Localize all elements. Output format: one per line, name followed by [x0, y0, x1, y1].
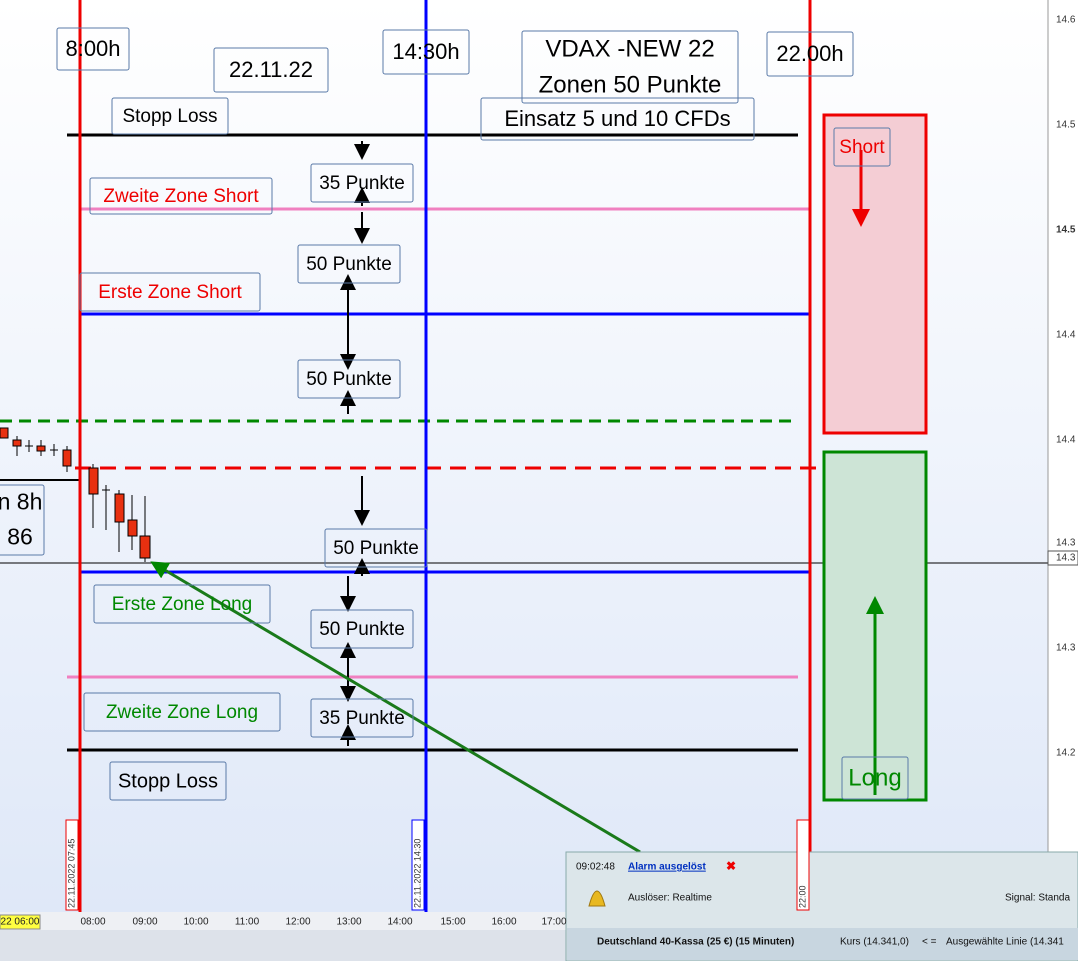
note-box	[79, 272, 261, 312]
note-text: VDAX -NEW 22	[545, 35, 714, 62]
note-text: Zweite Zone Long	[106, 702, 258, 723]
price-label: 14.2	[1056, 748, 1076, 759]
note-box	[310, 698, 414, 738]
note-box	[324, 528, 428, 568]
note-box	[310, 163, 414, 203]
note-box	[297, 359, 401, 399]
popup-footer	[567, 928, 1078, 960]
alarm-arrow	[150, 561, 641, 854]
time-label: 08:00	[80, 917, 105, 928]
popup-instrument: Deutschland 40-Kassa (25 €) (15 Minuten)	[597, 937, 794, 948]
price-axis	[1048, 0, 1078, 961]
note-box	[310, 609, 414, 649]
note-text: 22.00h	[776, 41, 843, 66]
line-label: 22.11.2022 14:30	[412, 839, 422, 908]
price-label: 14.5	[1056, 225, 1076, 236]
note-box	[213, 47, 329, 93]
time-label: 10:00	[183, 917, 208, 928]
time-label: 17:00	[541, 917, 566, 928]
note-text: 86	[7, 524, 33, 550]
note-box	[93, 584, 271, 624]
note-text: 22.11.22	[229, 57, 313, 82]
line-label-box	[65, 819, 79, 911]
note-text: Long	[848, 764, 901, 791]
price-label: 14.5	[1056, 120, 1076, 131]
note-box	[833, 127, 891, 167]
note-text: n 8h	[0, 489, 42, 515]
price-label: 14.4	[1056, 330, 1076, 341]
price-marker	[1047, 550, 1078, 566]
note-text: 50 Punkte	[333, 538, 419, 559]
time-label: 22 06:00	[1, 917, 40, 928]
note-box	[382, 29, 470, 75]
note-text: Zonen 50 Punkte	[539, 71, 722, 98]
note-box	[56, 27, 130, 71]
note-box	[766, 31, 854, 77]
line-label: 22.11.2022 07:45	[66, 839, 76, 908]
note-text: 35 Punkte	[319, 708, 405, 729]
popup-time: 09:02:48	[576, 862, 615, 873]
time-label: 09:00	[132, 917, 157, 928]
note-text: 50 Punkte	[319, 619, 405, 640]
time-label: 11:00	[235, 917, 260, 928]
note-text: Erste Zone Long	[112, 594, 252, 615]
note-box	[480, 97, 755, 141]
popup-line: Ausgewählte Linie (14.341	[946, 937, 1064, 948]
bell-icon	[588, 890, 606, 907]
price-label: 14.4	[1056, 435, 1076, 446]
note-text: Stopp Loss	[118, 770, 218, 792]
note-box	[521, 30, 739, 104]
close-icon[interactable]: ✖	[726, 859, 736, 873]
note-text: Einsatz 5 und 10 CFDs	[504, 106, 730, 131]
note-text: Short	[839, 137, 885, 158]
popup-trigger: Auslöser: Realtime	[628, 893, 712, 904]
popup-price: Kurs (14.341,0)	[840, 937, 909, 948]
popup-signal: Signal: Standa	[1005, 893, 1070, 904]
note-text: 35 Punkte	[319, 173, 405, 194]
note-box	[297, 244, 401, 284]
popup-operator: < =	[922, 937, 937, 948]
time-label: 13:00	[336, 917, 361, 928]
short-zone	[822, 113, 928, 435]
price-label: 14.3	[1056, 553, 1076, 564]
note-box	[841, 756, 909, 800]
line-label: 22:00	[797, 885, 807, 908]
note-text: Zweite Zone Short	[103, 186, 259, 207]
note-text: Stopp Loss	[122, 106, 217, 127]
arrows	[340, 141, 370, 746]
popup-title[interactable]: Alarm ausgelöst	[628, 862, 706, 873]
note-box	[0, 484, 45, 556]
price-label: 14.6	[1056, 15, 1076, 26]
time-label: 16:00	[491, 917, 516, 928]
note-box	[89, 177, 273, 215]
note-box	[109, 761, 227, 801]
note-box	[111, 97, 229, 135]
line-label-box	[411, 819, 425, 911]
note-text: 8:00h	[65, 36, 120, 61]
candles	[0, 427, 151, 562]
line-label-box	[796, 819, 810, 911]
price-label: 14.3	[1056, 643, 1076, 654]
note-text: 50 Punkte	[306, 369, 392, 390]
note-box	[83, 692, 281, 732]
note-text: Erste Zone Short	[98, 282, 242, 303]
note-text: 50 Punkte	[306, 254, 392, 275]
time-marker	[0, 914, 41, 930]
time-label: 15:00	[440, 917, 465, 928]
time-label: 14:00	[387, 917, 412, 928]
time-label: 12:00	[285, 917, 310, 928]
price-label: 14.3	[1056, 538, 1076, 549]
note-text: 14:30h	[392, 39, 459, 64]
alarm-popup: ✖	[565, 851, 1078, 961]
